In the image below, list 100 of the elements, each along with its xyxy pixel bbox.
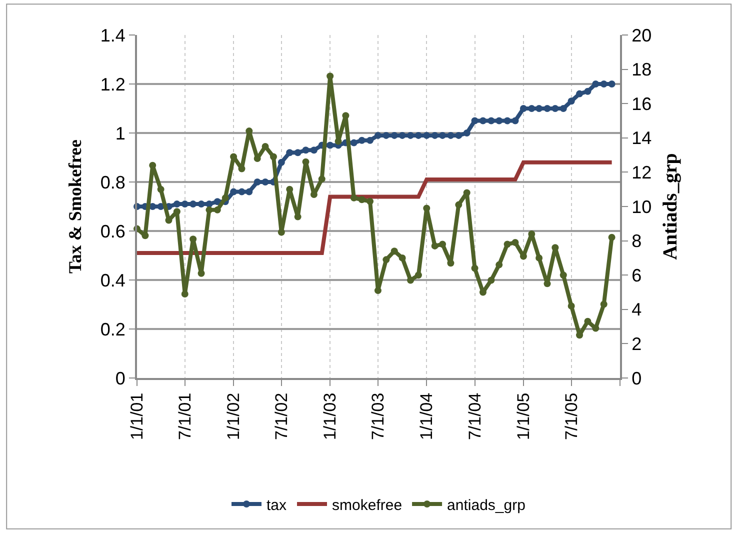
y2-tick-label: 20: [632, 25, 652, 46]
point: [407, 276, 414, 284]
x-tick-label: 1/1/04: [417, 392, 436, 440]
y-tick-label: 1.2: [100, 74, 126, 94]
point: [358, 136, 366, 144]
point: [206, 200, 213, 208]
y2-tick-label: 10: [632, 196, 652, 217]
y-tick-label: 0.4: [100, 270, 126, 290]
point: [310, 146, 318, 154]
line-series: [137, 160, 614, 256]
point: [350, 194, 358, 202]
point: [254, 178, 261, 186]
point: [439, 240, 446, 248]
point: [206, 206, 213, 214]
point: [568, 302, 575, 310]
point: [270, 153, 277, 160]
point: [366, 136, 374, 144]
point: [173, 208, 180, 216]
point: [278, 228, 285, 236]
point: [463, 130, 470, 136]
point: [488, 276, 495, 284]
point: [512, 117, 519, 124]
point: [512, 239, 519, 246]
point: [439, 132, 446, 139]
y2-tick-label: 16: [632, 94, 652, 114]
point: [552, 244, 559, 252]
point: [390, 132, 398, 139]
y-tick-label: 1.4: [100, 25, 126, 46]
point: [528, 230, 536, 238]
x-tick-label: 1/1/03: [320, 392, 340, 440]
legend-label: tax: [266, 496, 288, 514]
x-tick-label: 7/1/03: [368, 392, 388, 440]
point: [504, 240, 511, 248]
y2-tick-label: 8: [632, 231, 642, 252]
point: [608, 80, 616, 88]
point: [366, 198, 374, 205]
point: [552, 105, 559, 112]
point: [423, 132, 430, 139]
point: [390, 248, 398, 255]
point: [374, 287, 382, 294]
point: [350, 139, 358, 146]
point: [560, 272, 567, 279]
point: [431, 132, 438, 139]
point: [447, 260, 454, 267]
point: [471, 117, 478, 124]
point: [576, 90, 584, 98]
point: [568, 98, 575, 105]
y2-axis-title: Antiads_grp: [660, 153, 682, 260]
point: [181, 200, 188, 208]
x-tick-label: 7/1/04: [465, 392, 484, 440]
point: [342, 112, 350, 120]
point: [455, 201, 462, 208]
y2-tick-label: 14: [632, 128, 652, 148]
point: [157, 186, 164, 193]
point: [414, 132, 422, 139]
point: [600, 300, 608, 308]
point: [592, 324, 600, 332]
x-tick-label: 1/1/01: [128, 392, 147, 440]
point: [576, 332, 584, 339]
point: [238, 188, 246, 196]
x-tick-label: 7/1/01: [175, 392, 194, 440]
point: [382, 256, 390, 264]
point: [262, 178, 269, 186]
point: [149, 162, 156, 169]
point: [278, 158, 285, 166]
point: [584, 88, 592, 95]
point: [423, 204, 430, 212]
point: [398, 132, 406, 139]
point: [181, 290, 188, 298]
point: [214, 198, 221, 206]
y2-tick-label: 6: [632, 265, 642, 286]
point: [294, 213, 302, 220]
point: [520, 105, 527, 112]
point: [318, 176, 326, 183]
y2-tick-label: 2: [632, 334, 642, 354]
point: [536, 105, 543, 112]
point: [222, 194, 229, 202]
y-tick-label: 0.6: [100, 221, 126, 242]
point: [334, 138, 342, 145]
point: [142, 232, 149, 240]
point: [431, 242, 438, 250]
point: [414, 272, 422, 279]
y2-tick-label: 0: [632, 368, 642, 388]
x-tick-label: 1/1/05: [514, 392, 533, 440]
point: [455, 132, 462, 139]
point: [608, 234, 616, 241]
point: [374, 132, 382, 139]
y2-tick-label: 12: [632, 162, 652, 182]
point: [544, 105, 551, 112]
point: [584, 318, 592, 325]
point: [230, 153, 238, 160]
point: [294, 149, 302, 156]
point: [544, 280, 551, 288]
legend-label: antiads_grp: [447, 496, 526, 514]
point: [326, 142, 334, 149]
point: [592, 80, 600, 88]
point: [398, 254, 406, 262]
point: [407, 132, 414, 139]
point: [488, 117, 495, 124]
point: [496, 117, 503, 124]
